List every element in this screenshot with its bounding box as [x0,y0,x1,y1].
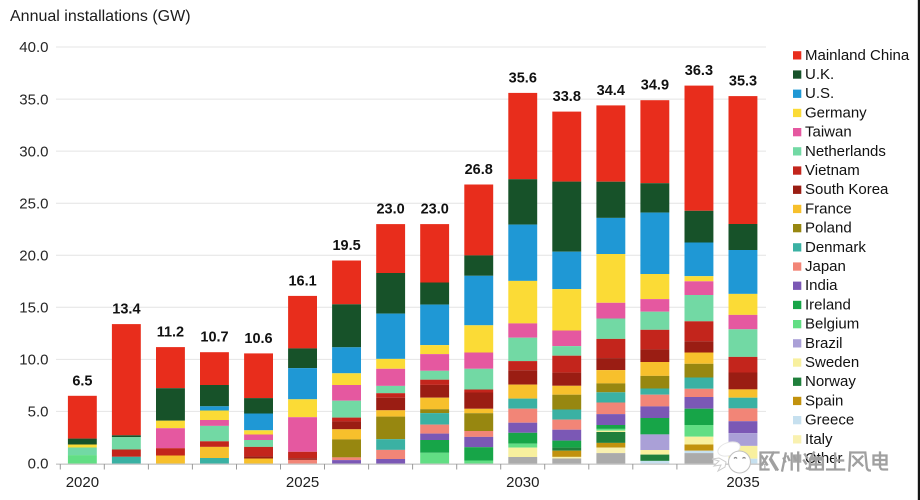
svg-text:Vietnam: Vietnam [805,162,860,179]
svg-text:23.0: 23.0 [376,202,404,218]
svg-text:6.5: 6.5 [72,373,92,389]
svg-text:15.0: 15.0 [19,300,48,317]
svg-text:Taiwan: Taiwan [805,124,852,141]
svg-text:Spain: Spain [805,392,843,409]
svg-text:2020: 2020 [66,474,99,491]
svg-text:Netherlands: Netherlands [805,143,886,160]
svg-text:Germany: Germany [805,104,867,121]
svg-text:2035: 2035 [726,474,759,491]
svg-text:Denmark: Denmark [805,239,866,256]
svg-text:40.0: 40.0 [19,39,48,56]
svg-text:16.1: 16.1 [288,273,316,289]
svg-text:11.2: 11.2 [157,325,184,341]
svg-text:10.6: 10.6 [244,331,272,347]
svg-text:10.0: 10.0 [19,352,48,369]
svg-text:26.8: 26.8 [465,162,493,178]
svg-text:13.4: 13.4 [112,302,140,318]
svg-text:23.0: 23.0 [421,202,449,218]
svg-text:U.S.: U.S. [805,85,834,102]
svg-text:Sweden: Sweden [805,354,859,371]
svg-text:France: France [805,200,852,217]
svg-text:Italy: Italy [805,431,833,448]
svg-text:2025: 2025 [286,474,319,491]
svg-text:34.4: 34.4 [597,83,625,99]
svg-text:33.8: 33.8 [553,89,581,105]
svg-text:35.0: 35.0 [19,91,48,108]
svg-text:India: India [805,277,838,294]
svg-text:Japan: Japan [805,258,846,275]
svg-text:34.9: 34.9 [641,78,669,94]
svg-text:36.3: 36.3 [685,63,713,79]
svg-text:U.K.: U.K. [805,66,834,83]
svg-text:Mainland China: Mainland China [805,47,910,64]
svg-text:30.0: 30.0 [19,143,48,160]
svg-text:0.0: 0.0 [28,456,49,473]
svg-text:Poland: Poland [805,220,852,237]
svg-text:5.0: 5.0 [28,404,49,421]
svg-text:Ireland: Ireland [805,296,851,313]
svg-text:South Korea: South Korea [805,181,889,198]
svg-text:Norway: Norway [805,373,856,390]
svg-text:Greece: Greece [805,412,854,429]
svg-text:35.6: 35.6 [509,70,537,86]
svg-text:2030: 2030 [506,474,539,491]
svg-text:Annual installations (GW): Annual installations (GW) [10,8,191,25]
svg-text:20.0: 20.0 [19,247,48,264]
svg-text:10.7: 10.7 [200,330,228,346]
svg-text:Belgium: Belgium [805,316,859,333]
svg-text:35.3: 35.3 [729,74,757,90]
svg-text:Brazil: Brazil [805,335,843,352]
svg-text:19.5: 19.5 [332,238,360,254]
svg-text:25.0: 25.0 [19,195,48,212]
